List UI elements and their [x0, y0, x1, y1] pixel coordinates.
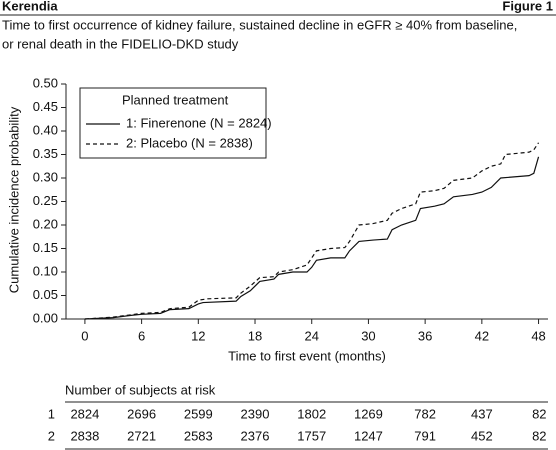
- risk-count: 2390: [241, 406, 270, 421]
- risk-count: 2583: [184, 428, 213, 443]
- x-tick-label: 12: [191, 328, 205, 343]
- subtitle: Time to first occurrence of kidney failu…: [2, 17, 517, 32]
- y-tick-label: 0.10: [33, 263, 58, 278]
- header: Kerendia: [2, 0, 58, 13]
- risk-count: 82: [532, 406, 546, 421]
- risk-count: 782: [414, 406, 436, 421]
- legend-label: 2: Placebo (N = 2838): [126, 135, 253, 150]
- y-tick-label: 0.15: [33, 240, 58, 255]
- y-tick-label: 0.05: [33, 287, 58, 302]
- y-tick-label: 0.40: [33, 122, 58, 137]
- x-axis-label: Time to first event (months): [228, 348, 386, 363]
- y-tick-label: 0.45: [33, 99, 58, 114]
- figure-label: Figure 1: [502, 0, 553, 13]
- legend-label: 1: Finerenone (N = 2824): [126, 115, 272, 130]
- x-tick-label: 0: [81, 328, 88, 343]
- risk-count: 82: [532, 428, 546, 443]
- risk-count: 2696: [127, 406, 156, 421]
- risk-count: 452: [471, 428, 493, 443]
- x-tick-label: 48: [531, 328, 545, 343]
- risk-count: 2838: [70, 428, 99, 443]
- legend-box: [79, 87, 267, 159]
- risk-count: 1802: [297, 406, 326, 421]
- x-tick-label: 18: [248, 328, 262, 343]
- y-tick-label: 0.25: [33, 193, 58, 208]
- series-line: [84, 156, 540, 320]
- x-tick-label: 36: [418, 328, 432, 343]
- x-tick-label: 30: [361, 328, 375, 343]
- y-tick-label: 0.20: [33, 216, 58, 231]
- legend-title: Planned treatment: [122, 92, 229, 107]
- y-tick-label: 0.30: [33, 169, 58, 184]
- risk-count: 437: [471, 406, 493, 421]
- risk-count: 791: [414, 428, 436, 443]
- risk-count: 2721: [127, 428, 156, 443]
- y-axis-label: Cumulative incidence probability: [6, 106, 21, 293]
- risk-count: 2376: [241, 428, 270, 443]
- risk-count: 2824: [70, 406, 99, 421]
- risk-row-label: 2: [48, 428, 55, 443]
- y-tick-label: 0.50: [33, 75, 58, 90]
- risk-table-title: Number of subjects at risk: [65, 382, 216, 397]
- y-tick-label: 0.00: [33, 310, 58, 325]
- risk-count: 1757: [297, 428, 326, 443]
- y-tick-label: 0.35: [33, 146, 58, 161]
- x-tick-label: 6: [138, 328, 145, 343]
- risk-count: 2599: [184, 406, 213, 421]
- x-tick-label: 24: [304, 328, 318, 343]
- subtitle: or renal death in the FIDELIO-DKD study: [2, 36, 239, 51]
- risk-count: 1269: [354, 406, 383, 421]
- series-line: [84, 142, 540, 320]
- risk-row-label: 1: [48, 406, 55, 421]
- x-tick-label: 42: [475, 328, 489, 343]
- risk-count: 1247: [354, 428, 383, 443]
